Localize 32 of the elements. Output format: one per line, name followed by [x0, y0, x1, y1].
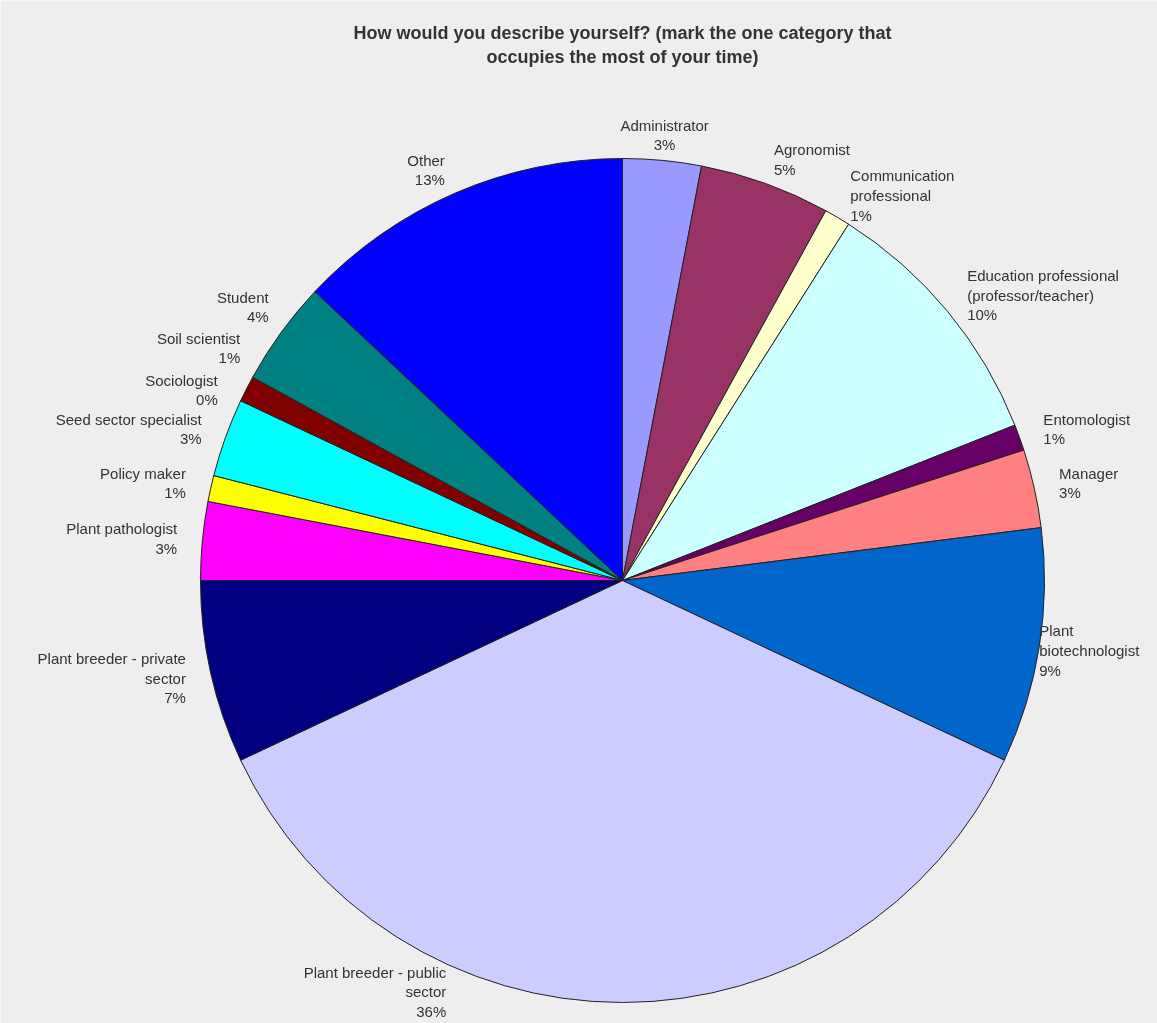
data-label: 3% [653, 136, 676, 154]
slice-label: Soil scientist [156, 329, 242, 347]
slice-label: Agronomist [774, 141, 851, 159]
slice-label: Administrator [620, 116, 709, 134]
slice-label: Plant breeder - private sector [37, 650, 186, 687]
slice-label: Policy maker [100, 464, 186, 482]
data-label: 4% [246, 308, 269, 326]
data-label: 1% [850, 206, 872, 224]
slice-label: Other [407, 151, 445, 169]
data-label: 13% [414, 171, 445, 189]
slice-label: Education professional (professor/teacher) [967, 267, 1119, 304]
data-label: 1% [164, 484, 186, 502]
chart-title: How would you describe yourself? (mark the one category that occupies the most of your time) [353, 22, 892, 67]
data-label: 3% [179, 430, 202, 448]
data-label: 3% [1059, 484, 1081, 502]
slice-label: Manager [1059, 464, 1119, 482]
text: 0% [196, 391, 218, 409]
data-label: 9% [1039, 661, 1061, 679]
data-label: 1% [218, 349, 241, 367]
data-label: 10% [967, 306, 998, 324]
slice-label: Plant pathologist [66, 520, 178, 538]
data-label: 7% [164, 689, 186, 707]
data-label: 1% [1043, 430, 1066, 448]
slice-label: Student [216, 288, 270, 306]
category-label: Sociologist [145, 371, 218, 389]
slice-label: Seed sector specialist [55, 410, 203, 428]
data-label: 3% [155, 539, 178, 557]
slice-label: Entomologist [1043, 410, 1131, 428]
data-label: 5% [774, 160, 796, 178]
slice-label: Plant breeder - public sector [303, 963, 447, 1001]
data-label: 36% [416, 1002, 447, 1020]
slice-label: Communication professional [850, 167, 955, 204]
